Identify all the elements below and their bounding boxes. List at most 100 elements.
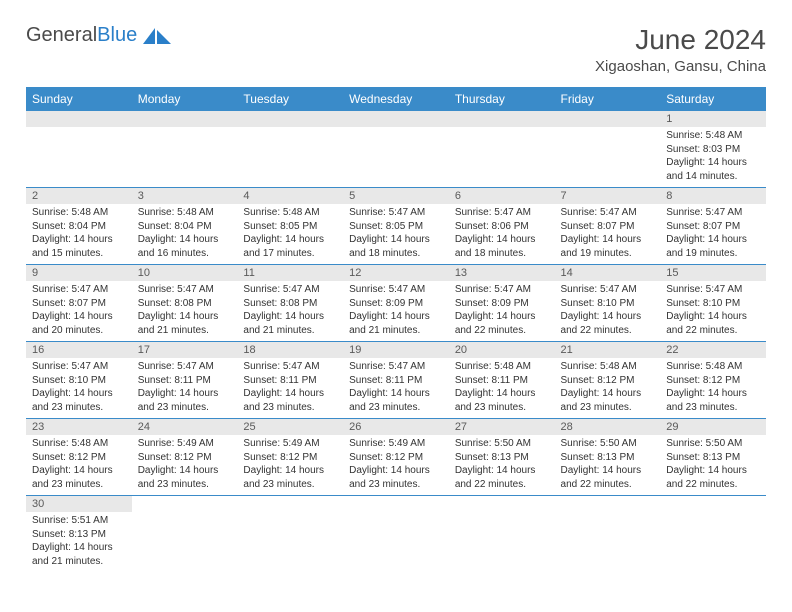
daylight-line: Daylight: 14 hours and 23 minutes. xyxy=(32,387,126,414)
sunset-line: Sunset: 8:10 PM xyxy=(666,297,760,311)
sunrise-line: Sunrise: 5:49 AM xyxy=(138,437,232,451)
day-number: 26 xyxy=(343,419,449,435)
weekday-header-cell: Tuesday xyxy=(237,87,343,111)
weekday-header-cell: Thursday xyxy=(449,87,555,111)
day-details: Sunrise: 5:49 AMSunset: 8:12 PMDaylight:… xyxy=(132,435,238,495)
day-number: 11 xyxy=(237,265,343,281)
day-number: 27 xyxy=(449,419,555,435)
daylight-line: Daylight: 14 hours and 22 minutes. xyxy=(455,464,549,491)
day-number: 2 xyxy=(26,188,132,204)
sunrise-line: Sunrise: 5:48 AM xyxy=(32,206,126,220)
daylight-line: Daylight: 14 hours and 21 minutes. xyxy=(349,310,443,337)
sunset-line: Sunset: 8:04 PM xyxy=(32,220,126,234)
day-details: Sunrise: 5:47 AMSunset: 8:07 PMDaylight:… xyxy=(660,204,766,264)
daylight-line: Daylight: 14 hours and 23 minutes. xyxy=(138,464,232,491)
day-number: 29 xyxy=(660,419,766,435)
daylight-line: Daylight: 14 hours and 18 minutes. xyxy=(455,233,549,260)
empty-day-number xyxy=(343,111,449,127)
calendar-cell xyxy=(449,496,555,573)
day-number: 25 xyxy=(237,419,343,435)
day-number: 23 xyxy=(26,419,132,435)
sunrise-line: Sunrise: 5:47 AM xyxy=(349,206,443,220)
daylight-line: Daylight: 14 hours and 22 minutes. xyxy=(561,310,655,337)
calendar-cell: 4Sunrise: 5:48 AMSunset: 8:05 PMDaylight… xyxy=(237,188,343,265)
calendar-cell: 8Sunrise: 5:47 AMSunset: 8:07 PMDaylight… xyxy=(660,188,766,265)
sunset-line: Sunset: 8:12 PM xyxy=(561,374,655,388)
sunset-line: Sunset: 8:09 PM xyxy=(455,297,549,311)
calendar-cell: 23Sunrise: 5:48 AMSunset: 8:12 PMDayligh… xyxy=(26,419,132,496)
sunset-line: Sunset: 8:13 PM xyxy=(455,451,549,465)
empty-day-number xyxy=(237,111,343,127)
sunrise-line: Sunrise: 5:47 AM xyxy=(666,206,760,220)
calendar-row: 16Sunrise: 5:47 AMSunset: 8:10 PMDayligh… xyxy=(26,342,766,419)
calendar-cell xyxy=(132,496,238,573)
calendar-cell xyxy=(343,496,449,573)
sunrise-line: Sunrise: 5:51 AM xyxy=(32,514,126,528)
day-details: Sunrise: 5:48 AMSunset: 8:03 PMDaylight:… xyxy=(660,127,766,187)
sail-icon xyxy=(141,26,173,46)
sunrise-line: Sunrise: 5:50 AM xyxy=(561,437,655,451)
day-details: Sunrise: 5:48 AMSunset: 8:12 PMDaylight:… xyxy=(660,358,766,418)
sunrise-line: Sunrise: 5:47 AM xyxy=(243,360,337,374)
sunset-line: Sunset: 8:05 PM xyxy=(349,220,443,234)
header: GeneralBlue June 2024 Xigaoshan, Gansu, … xyxy=(26,24,766,75)
sunrise-line: Sunrise: 5:48 AM xyxy=(666,360,760,374)
sunset-line: Sunset: 8:08 PM xyxy=(138,297,232,311)
sunset-line: Sunset: 8:08 PM xyxy=(243,297,337,311)
day-details: Sunrise: 5:50 AMSunset: 8:13 PMDaylight:… xyxy=(660,435,766,495)
daylight-line: Daylight: 14 hours and 23 minutes. xyxy=(666,387,760,414)
day-details: Sunrise: 5:47 AMSunset: 8:10 PMDaylight:… xyxy=(660,281,766,341)
calendar-cell: 29Sunrise: 5:50 AMSunset: 8:13 PMDayligh… xyxy=(660,419,766,496)
sunset-line: Sunset: 8:13 PM xyxy=(561,451,655,465)
daylight-line: Daylight: 14 hours and 23 minutes. xyxy=(138,387,232,414)
sunrise-line: Sunrise: 5:47 AM xyxy=(32,283,126,297)
calendar-row: 30Sunrise: 5:51 AMSunset: 8:13 PMDayligh… xyxy=(26,496,766,573)
sunset-line: Sunset: 8:05 PM xyxy=(243,220,337,234)
weekday-header: SundayMondayTuesdayWednesdayThursdayFrid… xyxy=(26,87,766,111)
day-details: Sunrise: 5:47 AMSunset: 8:10 PMDaylight:… xyxy=(26,358,132,418)
calendar-cell: 9Sunrise: 5:47 AMSunset: 8:07 PMDaylight… xyxy=(26,265,132,342)
empty-day-number xyxy=(132,111,238,127)
day-number: 17 xyxy=(132,342,238,358)
calendar-cell xyxy=(26,111,132,188)
day-number: 20 xyxy=(449,342,555,358)
day-details: Sunrise: 5:48 AMSunset: 8:04 PMDaylight:… xyxy=(132,204,238,264)
calendar-row: 2Sunrise: 5:48 AMSunset: 8:04 PMDaylight… xyxy=(26,188,766,265)
calendar-cell: 10Sunrise: 5:47 AMSunset: 8:08 PMDayligh… xyxy=(132,265,238,342)
weekday-header-cell: Friday xyxy=(555,87,661,111)
sunrise-line: Sunrise: 5:47 AM xyxy=(666,283,760,297)
sunrise-line: Sunrise: 5:47 AM xyxy=(455,283,549,297)
calendar-cell: 15Sunrise: 5:47 AMSunset: 8:10 PMDayligh… xyxy=(660,265,766,342)
daylight-line: Daylight: 14 hours and 19 minutes. xyxy=(561,233,655,260)
daylight-line: Daylight: 14 hours and 21 minutes. xyxy=(138,310,232,337)
calendar-row: 23Sunrise: 5:48 AMSunset: 8:12 PMDayligh… xyxy=(26,419,766,496)
day-number: 16 xyxy=(26,342,132,358)
calendar-cell: 13Sunrise: 5:47 AMSunset: 8:09 PMDayligh… xyxy=(449,265,555,342)
calendar-table: SundayMondayTuesdayWednesdayThursdayFrid… xyxy=(26,87,766,572)
weekday-header-cell: Sunday xyxy=(26,87,132,111)
calendar-cell: 28Sunrise: 5:50 AMSunset: 8:13 PMDayligh… xyxy=(555,419,661,496)
calendar-cell: 27Sunrise: 5:50 AMSunset: 8:13 PMDayligh… xyxy=(449,419,555,496)
daylight-line: Daylight: 14 hours and 23 minutes. xyxy=(349,387,443,414)
day-number: 3 xyxy=(132,188,238,204)
sunset-line: Sunset: 8:12 PM xyxy=(32,451,126,465)
calendar-cell xyxy=(132,111,238,188)
logo: GeneralBlue xyxy=(26,24,173,47)
sunrise-line: Sunrise: 5:48 AM xyxy=(243,206,337,220)
day-number: 24 xyxy=(132,419,238,435)
day-details: Sunrise: 5:47 AMSunset: 8:08 PMDaylight:… xyxy=(237,281,343,341)
calendar-cell: 2Sunrise: 5:48 AMSunset: 8:04 PMDaylight… xyxy=(26,188,132,265)
day-details: Sunrise: 5:51 AMSunset: 8:13 PMDaylight:… xyxy=(26,512,132,572)
weekday-header-cell: Monday xyxy=(132,87,238,111)
day-number: 14 xyxy=(555,265,661,281)
day-number: 7 xyxy=(555,188,661,204)
calendar-cell: 7Sunrise: 5:47 AMSunset: 8:07 PMDaylight… xyxy=(555,188,661,265)
sunrise-line: Sunrise: 5:49 AM xyxy=(349,437,443,451)
calendar-cell: 6Sunrise: 5:47 AMSunset: 8:06 PMDaylight… xyxy=(449,188,555,265)
day-details: Sunrise: 5:47 AMSunset: 8:09 PMDaylight:… xyxy=(449,281,555,341)
calendar-cell xyxy=(237,496,343,573)
calendar-cell: 16Sunrise: 5:47 AMSunset: 8:10 PMDayligh… xyxy=(26,342,132,419)
day-number: 28 xyxy=(555,419,661,435)
sunrise-line: Sunrise: 5:47 AM xyxy=(455,206,549,220)
calendar-cell: 30Sunrise: 5:51 AMSunset: 8:13 PMDayligh… xyxy=(26,496,132,573)
